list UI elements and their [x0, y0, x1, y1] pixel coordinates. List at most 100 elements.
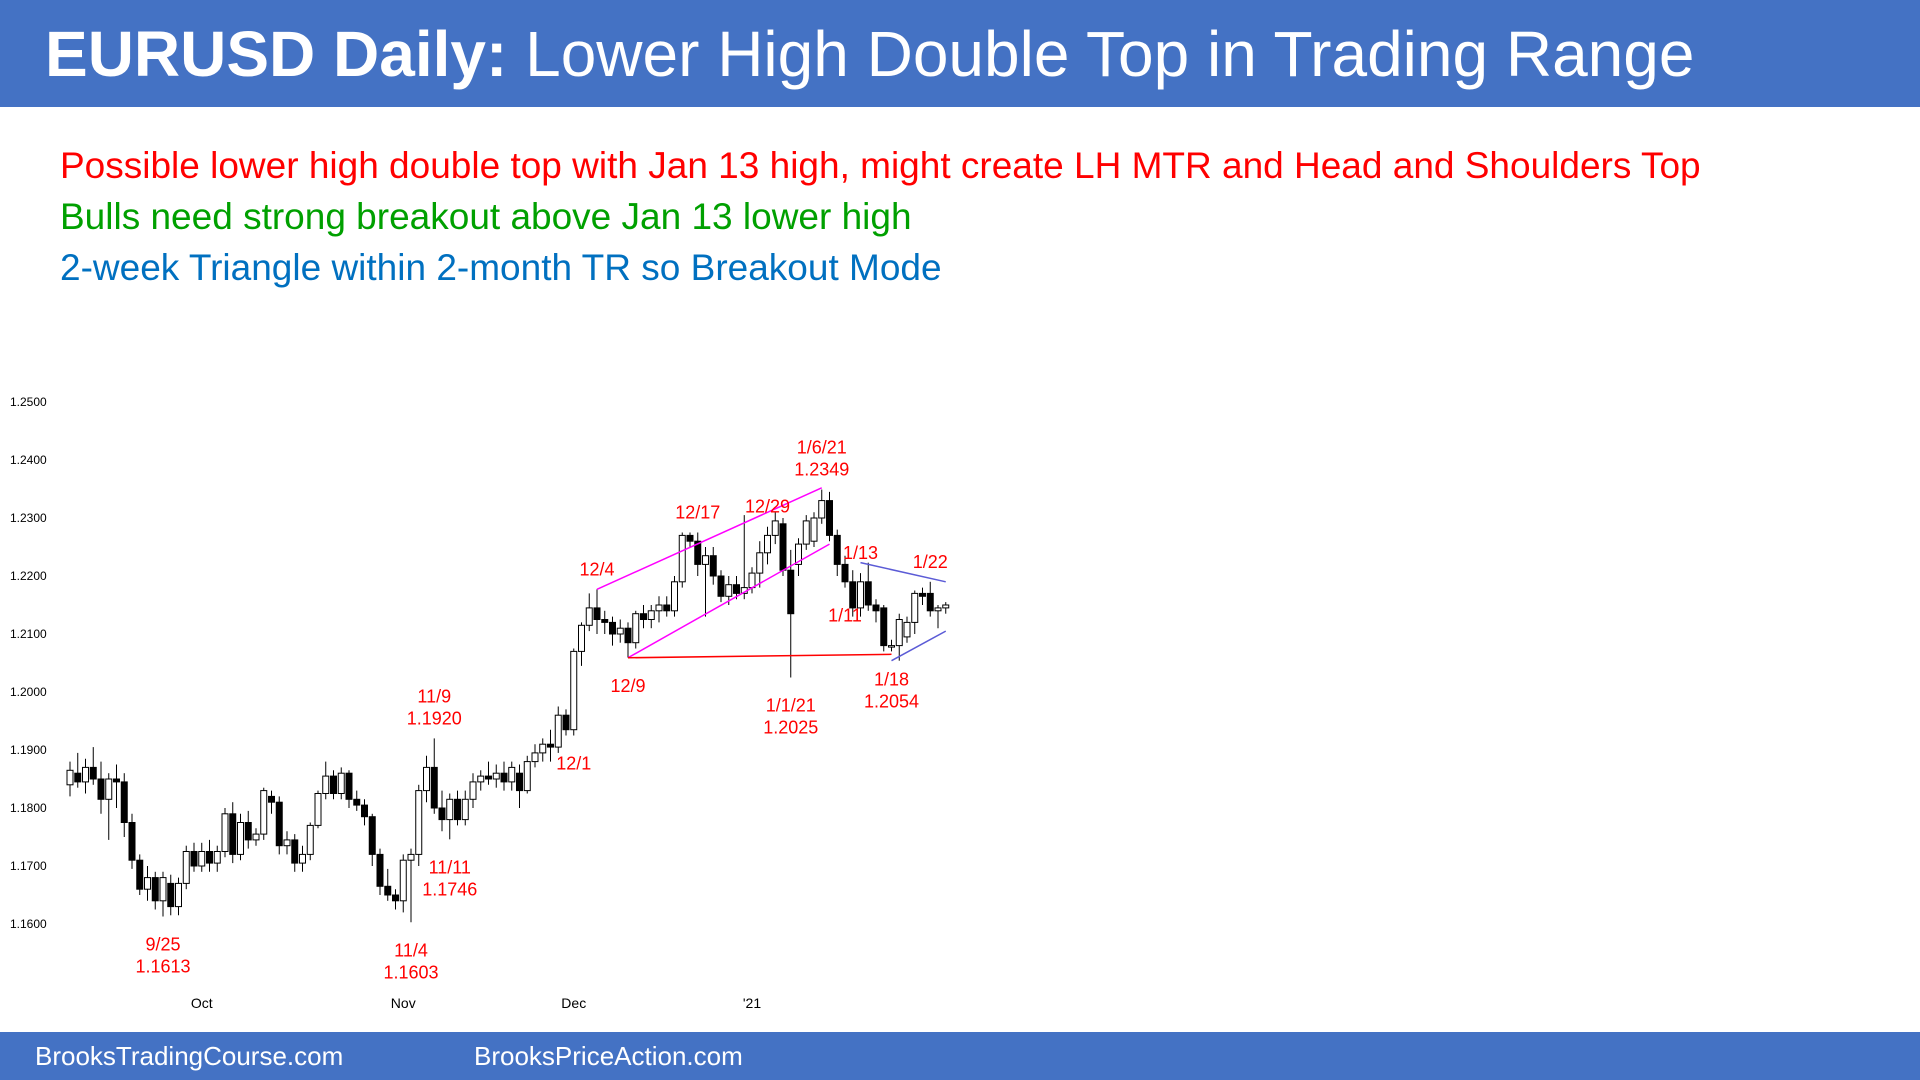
footer-link-trading-course[interactable]: BrooksTradingCourse.com — [35, 1041, 344, 1071]
bull-candle — [942, 604, 950, 609]
bull-candle — [764, 534, 771, 554]
neckline-line — [627, 653, 892, 659]
bear-candle — [454, 798, 461, 821]
bear-candle — [97, 778, 105, 800]
bear-candle — [841, 563, 849, 583]
bull-candle — [570, 650, 578, 731]
annotation-label: 1.1603 — [383, 962, 438, 982]
x-tick-label: Dec — [561, 995, 586, 1011]
bear-candle — [392, 894, 399, 902]
y-tick-label: 1.2000 — [10, 685, 47, 699]
bear-candle — [268, 795, 275, 803]
header-bar — [0, 0, 1920, 107]
bull-candle — [802, 520, 810, 545]
annotation-label: 11/9 — [417, 686, 451, 706]
bull-candle — [647, 610, 655, 621]
bull-candle — [508, 766, 516, 783]
bear-candle — [686, 534, 694, 542]
bull-candle — [337, 772, 345, 795]
annotation-label: 11/11 — [429, 857, 471, 877]
bull-candle — [632, 613, 640, 644]
bull-candle — [795, 543, 802, 565]
annotation-label: 12/9 — [610, 676, 645, 696]
channel-top-line — [596, 487, 823, 591]
bull-candle — [322, 775, 330, 795]
annotation-label: 1/6/21 — [797, 438, 847, 458]
triangle-top-line — [860, 561, 946, 583]
bull-candle — [260, 790, 268, 835]
annotation-label: 1/13 — [843, 543, 878, 563]
bull-candle — [407, 853, 415, 861]
bull-candle — [237, 822, 244, 855]
footer-link-price-action[interactable]: BrooksPriceAction.com — [474, 1041, 743, 1071]
bear-candle — [864, 581, 872, 606]
bear-candle — [562, 714, 570, 731]
bull-candle — [748, 572, 756, 589]
bull-candle — [105, 778, 113, 800]
annotation-label: 1.2025 — [763, 718, 818, 738]
bull-candle — [182, 851, 190, 884]
bull-candle — [678, 534, 686, 583]
y-tick-label: 1.2300 — [10, 511, 47, 525]
bull-candle — [531, 752, 539, 763]
bull-candle — [461, 798, 469, 821]
triangle-bottom-line — [891, 630, 947, 662]
bear-candle — [244, 822, 252, 841]
title-instrument: EURUSD Daily: — [45, 18, 508, 90]
bear-candle — [361, 804, 368, 818]
bear-candle — [601, 619, 609, 623]
bear-candle — [128, 822, 136, 861]
bear-candle — [136, 859, 144, 890]
bear-candle — [384, 885, 392, 896]
x-tick-label: Oct — [191, 995, 213, 1011]
bull-candle — [66, 769, 74, 786]
note-neutral: 2-week Triangle within 2-month TR so Bre… — [60, 247, 942, 288]
bull-candle — [911, 592, 919, 623]
annotation-label: 1.1613 — [135, 956, 190, 976]
bull-candle — [810, 517, 818, 542]
bear-candle — [926, 592, 934, 612]
bull-candle — [299, 853, 306, 864]
y-axis: 1.1600 1.1700 1.1800 1.1900 1.2000 1.2100 1.22… — [10, 395, 47, 931]
bear-candle — [663, 604, 671, 612]
annotation-label: 1/1/21 — [766, 696, 816, 716]
bull-candle — [446, 798, 454, 821]
bull-candle — [252, 833, 260, 841]
bull-candle — [771, 520, 779, 536]
bull-candle — [415, 790, 423, 855]
trend-lines — [596, 487, 947, 662]
bear-candle — [74, 772, 82, 783]
annotation-label: 12/29 — [745, 497, 790, 517]
bear-candle — [833, 534, 841, 565]
bull-candle — [492, 772, 500, 780]
bear-candle — [717, 575, 725, 597]
bear-candle — [709, 555, 717, 577]
bear-candle — [787, 569, 795, 615]
bull-candle — [725, 584, 733, 597]
bear-candle — [120, 781, 128, 823]
bull-candle — [616, 627, 624, 635]
y-tick-label: 1.1700 — [10, 859, 47, 873]
bull-candle — [469, 781, 477, 800]
bear-candle — [609, 621, 616, 635]
price-chart: 1.1600 1.1700 1.1800 1.1900 1.2000 1.2100 1.22… — [10, 395, 950, 1011]
bear-candle — [593, 607, 601, 620]
annotation-label: 1.2054 — [864, 691, 919, 711]
bull-candle — [144, 877, 151, 890]
annotation-label: 12/1 — [556, 754, 591, 774]
bear-candle — [694, 540, 702, 565]
bull-candle — [523, 761, 531, 792]
x-axis: Oct Nov Dec '21 — [191, 995, 761, 1011]
bear-candle — [624, 627, 632, 644]
bear-candle — [167, 882, 175, 908]
bull-candle — [477, 775, 485, 783]
bull-candle — [888, 645, 895, 648]
y-tick-label: 1.2100 — [10, 627, 47, 641]
bear-candle — [516, 772, 523, 792]
bull-candle — [585, 607, 593, 626]
bull-candle — [671, 581, 678, 612]
annotation-label: 1.1746 — [422, 879, 477, 899]
bull-candle — [423, 766, 430, 792]
bear-candle — [872, 604, 880, 612]
bear-candle — [275, 801, 283, 847]
